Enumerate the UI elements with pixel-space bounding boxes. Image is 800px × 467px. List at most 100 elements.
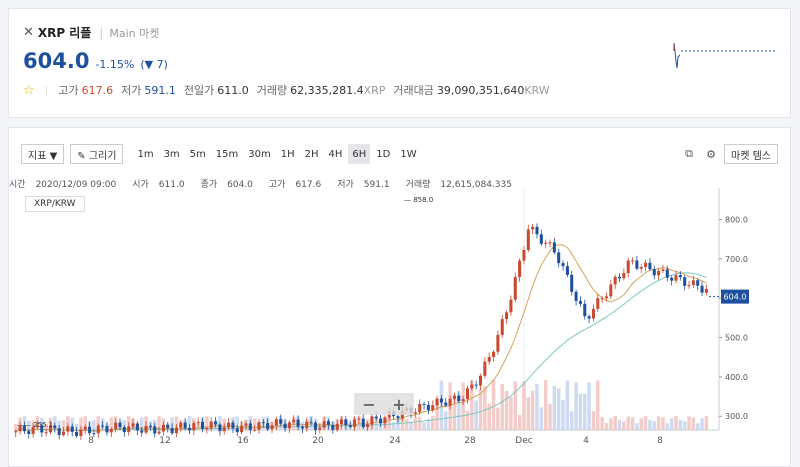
x-tick-label: 4 xyxy=(583,436,589,446)
candle-body xyxy=(257,422,261,430)
candle-body xyxy=(444,402,448,406)
market-index-button[interactable]: 마켓 템스 xyxy=(724,144,778,164)
last-price-label: 604.0 xyxy=(724,293,747,302)
candle-body xyxy=(101,425,105,427)
candle-body xyxy=(435,398,439,406)
candle-body xyxy=(496,334,500,352)
ticker-summary-card: ✕ XRP 리플 | Main 마켓 604.0 -1.15% (▼ 7) ☆ … xyxy=(8,8,791,118)
zoom-out-button[interactable]: − xyxy=(362,394,376,414)
candle-body xyxy=(222,427,226,432)
candle-body xyxy=(604,296,609,299)
volume-bar xyxy=(431,416,435,430)
candle-body xyxy=(596,298,600,309)
candle-body xyxy=(526,229,530,250)
indicator-dropdown[interactable]: 지표 ▼ xyxy=(21,144,65,164)
candlestick-chart[interactable]: 800.0700.0600.0500.0400.0300.08121620242… xyxy=(9,188,792,456)
volume-bar xyxy=(196,423,200,430)
volume-bar xyxy=(639,418,643,430)
candle-body xyxy=(626,260,630,274)
candle-body xyxy=(292,419,296,423)
min-price-label: —— 255.1 xyxy=(17,421,53,429)
candle-body xyxy=(18,425,22,432)
volume-bar xyxy=(504,391,509,430)
volume-bar xyxy=(539,407,544,430)
candle-body xyxy=(574,291,578,301)
candle-body xyxy=(418,403,422,413)
volume-bar xyxy=(522,381,526,430)
candle-body xyxy=(135,423,139,431)
volume-bar xyxy=(122,420,127,430)
candle-body xyxy=(27,431,31,434)
candle-body xyxy=(114,422,118,430)
y-tick-label: 500.0 xyxy=(725,334,748,343)
stat-value: 611.0 xyxy=(217,84,249,97)
candle-body xyxy=(487,356,491,362)
candle-body xyxy=(127,426,131,433)
volume-bar xyxy=(387,416,392,430)
interval-1h[interactable]: 1H xyxy=(280,148,295,160)
volume-bar xyxy=(487,403,491,430)
interval-30m[interactable]: 30m xyxy=(248,148,271,160)
y-tick-label: 700.0 xyxy=(725,255,748,264)
candle-body xyxy=(75,431,79,436)
volume-bar xyxy=(509,396,513,430)
candle-body xyxy=(478,375,483,386)
current-price: 604.0 xyxy=(23,49,90,73)
ohlc-time: 시간 2020/12/09 09:00 xyxy=(9,180,117,190)
candle-body xyxy=(500,319,504,335)
last-price-tag xyxy=(721,289,749,304)
volume-bar xyxy=(530,390,535,430)
candle-body xyxy=(83,426,87,430)
volume-bar xyxy=(526,397,531,430)
pair-label: XRP/KRW xyxy=(25,196,85,212)
interval-1d[interactable]: 1D xyxy=(376,148,391,160)
candle-body xyxy=(231,422,235,429)
divider: | xyxy=(99,25,104,40)
interval-1m[interactable]: 1m xyxy=(137,148,154,160)
volume-bar xyxy=(691,417,696,430)
interval-1w[interactable]: 1W xyxy=(400,148,417,160)
candle-body xyxy=(244,423,248,426)
volume-bar xyxy=(27,420,31,430)
volume-bar xyxy=(44,423,48,430)
candle-body xyxy=(287,422,291,429)
volume-bar xyxy=(139,417,144,430)
ma-short-line xyxy=(15,244,707,432)
interval-5m[interactable]: 5m xyxy=(189,148,206,160)
candle-body xyxy=(357,418,361,420)
zoom-in-button[interactable]: + xyxy=(392,394,406,414)
candle-body xyxy=(40,425,44,433)
volume-bar xyxy=(617,419,622,430)
candle-body xyxy=(678,275,682,278)
draw-button[interactable]: ✎ 그리기 xyxy=(70,144,124,164)
y-tick-label: 300.0 xyxy=(725,412,748,421)
price-row: 604.0 -1.15% (▼ 7) xyxy=(23,49,168,73)
volume-bar xyxy=(157,416,161,430)
ohlc-high: 고가 617.6 xyxy=(268,180,322,190)
interval-4h[interactable]: 4H xyxy=(328,148,343,160)
candle-body xyxy=(652,269,656,276)
candle-body xyxy=(140,430,144,433)
settings-gear-icon[interactable]: ⚙ xyxy=(706,147,716,161)
volume-bar xyxy=(444,411,448,430)
candle-body xyxy=(548,242,552,244)
popout-icon[interactable]: ⧉ xyxy=(685,147,693,160)
stat-label: 저가 xyxy=(121,84,142,97)
favorite-star-icon[interactable]: ☆ xyxy=(23,82,35,98)
volume-bar xyxy=(417,416,422,430)
interval-2h[interactable]: 2H xyxy=(304,148,319,160)
stat-value: 617.6 xyxy=(81,84,114,97)
volume-bar xyxy=(583,393,587,430)
volume-bar xyxy=(682,421,687,430)
candle-body xyxy=(79,429,83,436)
interval-6h[interactable]: 6H xyxy=(348,144,371,164)
candle-body xyxy=(561,263,565,267)
candle-body xyxy=(505,312,509,320)
candle-body xyxy=(639,267,643,269)
candle-body xyxy=(270,425,274,430)
volume-bar xyxy=(652,421,657,430)
candle-body xyxy=(492,351,496,357)
interval-15m[interactable]: 15m xyxy=(215,148,239,160)
interval-3m[interactable]: 3m xyxy=(163,148,180,160)
candle-body xyxy=(196,421,200,424)
